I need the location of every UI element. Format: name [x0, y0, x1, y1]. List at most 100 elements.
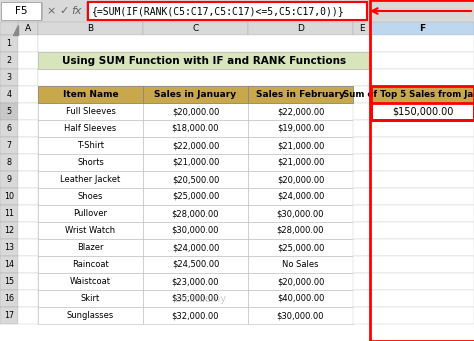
Text: $21,000.00: $21,000.00	[277, 141, 324, 150]
Text: 15: 15	[4, 277, 14, 286]
Bar	[371, 222, 474, 239]
Bar	[38, 52, 371, 69]
Bar	[143, 273, 248, 290]
Bar	[18, 171, 38, 188]
Bar	[1, 2, 41, 20]
Bar	[371, 86, 474, 103]
Bar	[371, 35, 474, 52]
Text: $20,000.00: $20,000.00	[172, 107, 219, 116]
Bar	[0, 307, 18, 324]
Text: No Sales: No Sales	[282, 260, 319, 269]
Bar	[353, 256, 371, 273]
Bar	[248, 205, 353, 222]
Bar	[38, 69, 371, 86]
Text: 12: 12	[4, 226, 14, 235]
Text: exceldemy: exceldemy	[173, 294, 227, 303]
Text: $20,000.00: $20,000.00	[277, 277, 324, 286]
Bar	[371, 188, 474, 205]
Text: Sunglasses: Sunglasses	[67, 311, 114, 320]
Text: F: F	[419, 24, 426, 33]
Bar	[353, 22, 371, 35]
Bar	[18, 69, 38, 86]
Bar	[18, 52, 38, 69]
Text: $23,000.00: $23,000.00	[172, 277, 219, 286]
Bar	[38, 290, 143, 307]
Polygon shape	[13, 25, 18, 35]
Bar	[143, 103, 248, 120]
Text: ✓: ✓	[59, 6, 69, 16]
Bar	[38, 222, 143, 239]
Bar	[18, 22, 38, 35]
Bar	[38, 86, 143, 103]
Text: E: E	[359, 24, 365, 33]
Bar	[371, 120, 474, 137]
Bar	[18, 273, 38, 290]
Bar	[143, 307, 248, 324]
Bar	[353, 188, 371, 205]
Text: Skirt: Skirt	[81, 294, 100, 303]
Bar	[38, 239, 143, 256]
Bar	[248, 222, 353, 239]
Text: 7: 7	[7, 141, 11, 150]
Bar	[18, 307, 38, 324]
Bar	[371, 103, 474, 120]
Text: Sum of Top 5 Sales from January: Sum of Top 5 Sales from January	[344, 90, 474, 99]
Bar	[248, 273, 353, 290]
Bar	[248, 86, 353, 103]
Bar	[18, 290, 38, 307]
Bar	[0, 171, 18, 188]
Text: $22,000.00: $22,000.00	[277, 107, 324, 116]
Bar	[371, 69, 474, 86]
Text: 5: 5	[7, 107, 11, 116]
Bar	[143, 137, 248, 154]
Text: B: B	[87, 24, 93, 33]
Bar	[0, 86, 18, 103]
Bar	[0, 137, 18, 154]
Text: $21,000.00: $21,000.00	[277, 158, 324, 167]
Bar	[143, 154, 248, 171]
Text: 13: 13	[4, 243, 14, 252]
Text: 16: 16	[4, 294, 14, 303]
Bar	[143, 222, 248, 239]
Text: Leather Jacket: Leather Jacket	[60, 175, 120, 184]
Bar	[143, 290, 248, 307]
Text: $21,000.00: $21,000.00	[172, 158, 219, 167]
Text: Shorts: Shorts	[77, 158, 104, 167]
Bar	[143, 205, 248, 222]
Bar	[143, 86, 248, 103]
Bar	[143, 120, 248, 137]
Bar	[353, 290, 371, 307]
Bar	[353, 154, 371, 171]
Bar	[18, 137, 38, 154]
Bar	[18, 222, 38, 239]
Text: $40,000.00: $40,000.00	[277, 294, 324, 303]
Bar	[0, 52, 18, 69]
Bar	[0, 256, 18, 273]
Bar	[248, 171, 353, 188]
Text: $22,000.00: $22,000.00	[172, 141, 219, 150]
Bar	[18, 205, 38, 222]
Bar	[0, 154, 18, 171]
Bar	[353, 120, 371, 137]
Bar	[371, 86, 474, 120]
Bar	[0, 103, 18, 120]
Bar	[248, 307, 353, 324]
Text: 17: 17	[4, 311, 14, 320]
Bar	[0, 35, 18, 52]
Bar	[88, 2, 367, 20]
Text: Shoes: Shoes	[78, 192, 103, 201]
Text: D: D	[297, 24, 304, 33]
Bar	[371, 256, 474, 273]
Text: $150,000.00: $150,000.00	[392, 106, 453, 117]
Text: Pullover: Pullover	[73, 209, 108, 218]
Text: A: A	[25, 24, 31, 33]
Bar	[0, 22, 474, 35]
Text: Sales in February: Sales in February	[256, 90, 345, 99]
Bar	[38, 35, 371, 52]
Bar	[371, 137, 474, 154]
Bar	[38, 205, 143, 222]
Bar	[18, 239, 38, 256]
Bar	[143, 188, 248, 205]
Bar	[353, 137, 371, 154]
Text: 1: 1	[7, 39, 11, 48]
